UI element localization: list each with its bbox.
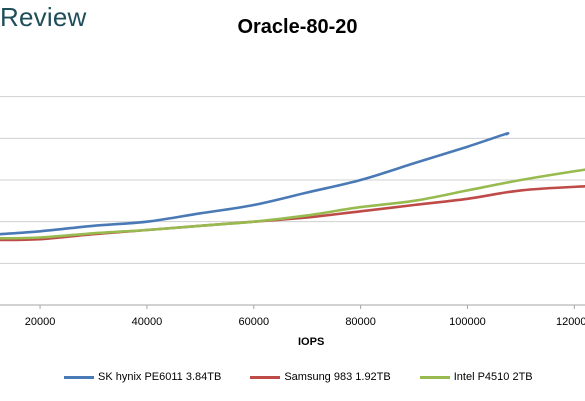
x-tick-label: 120000 (556, 316, 585, 328)
chart-title: Oracle-80-20 (237, 16, 358, 38)
legend-label: Samsung 983 1.92TB (284, 371, 391, 383)
legend-swatch (419, 375, 450, 379)
x-axis-ticks: 20000 40000 60000 80000 100000 120000 (25, 305, 585, 328)
x-tick-label: 80000 (345, 316, 376, 328)
legend-swatch (64, 375, 94, 379)
x-tick-label: 40000 (132, 316, 163, 328)
chart-legend: SK hynix PE6011 3.84TB Samsung 983 1.92T… (64, 371, 533, 383)
series-line-0 (0, 131, 510, 236)
legend-item-sk-hynix: SK hynix PE6011 3.84TB (64, 371, 221, 383)
series-line-1 (0, 185, 585, 242)
gridlines (0, 96, 585, 306)
legend-label: Intel P4510 2TB (453, 371, 533, 383)
legend-swatch (250, 375, 281, 379)
series-line-2 (0, 168, 585, 240)
legend-item-samsung: Samsung 983 1.92TB (250, 371, 391, 383)
series-lines (0, 131, 585, 242)
brand-logo-text: Review (0, 2, 87, 32)
legend-label: SK hynix PE6011 3.84TB (98, 371, 222, 383)
x-tick-label: 20000 (25, 316, 56, 328)
legend-item-intel: Intel P4510 2TB (419, 371, 533, 383)
x-axis-label: IOPS (298, 336, 325, 348)
x-tick-label: 60000 (238, 316, 269, 328)
x-tick-label: 100000 (449, 316, 486, 328)
